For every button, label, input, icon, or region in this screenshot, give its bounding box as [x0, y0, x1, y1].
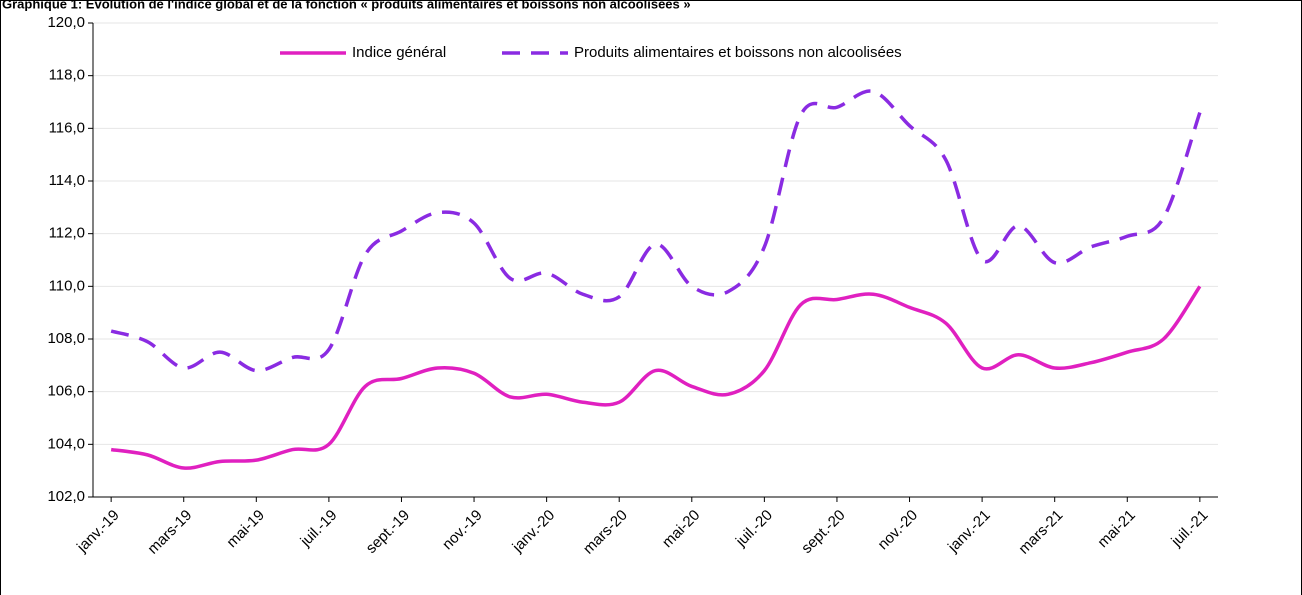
legend-label: Produits alimentaires et boissons non al… — [574, 44, 902, 61]
chart-title: Graphique 1: Évolution de l'indice globa… — [2, 0, 691, 11]
y-tick-label: 116,0 — [49, 119, 85, 136]
x-tick-label: mars-20 — [580, 507, 631, 558]
x-tick-label: juil.-19 — [297, 507, 341, 551]
y-tick-label: 118,0 — [49, 67, 85, 84]
x-tick-label: janv.-21 — [944, 507, 994, 557]
y-tick-label: 112,0 — [49, 225, 85, 242]
x-tick-label: janv.-20 — [509, 507, 559, 557]
y-tick-label: 120,0 — [47, 14, 85, 31]
y-tick-label: 106,0 — [47, 383, 85, 400]
x-tick-label: sept.-20 — [798, 507, 848, 557]
x-tick-label: janv.-19 — [73, 507, 123, 557]
y-tick-label: 102,0 — [47, 488, 85, 505]
y-tick-label: 110,0 — [49, 277, 85, 294]
x-tick-label: nov.-20 — [875, 507, 922, 554]
x-tick-label: juil.-21 — [1168, 507, 1212, 551]
legend-label: Indice général — [352, 44, 446, 61]
x-tick-label: sept.-19 — [363, 507, 413, 557]
x-tick-label: juil.-20 — [732, 507, 776, 551]
x-tick-label: mars-21 — [1015, 507, 1066, 558]
y-tick-label: 104,0 — [47, 435, 85, 452]
x-tick-label: mai-21 — [1094, 507, 1138, 551]
x-tick-label: mai-19 — [223, 507, 267, 551]
y-tick-label: 108,0 — [47, 330, 85, 347]
x-tick-label: mars-19 — [144, 507, 195, 558]
y-tick-label: 114,0 — [49, 172, 85, 189]
series-line — [110, 285, 1202, 470]
series-line — [110, 89, 1202, 373]
x-tick-label: nov.-19 — [439, 507, 486, 554]
x-tick-label: mai-20 — [659, 507, 703, 551]
